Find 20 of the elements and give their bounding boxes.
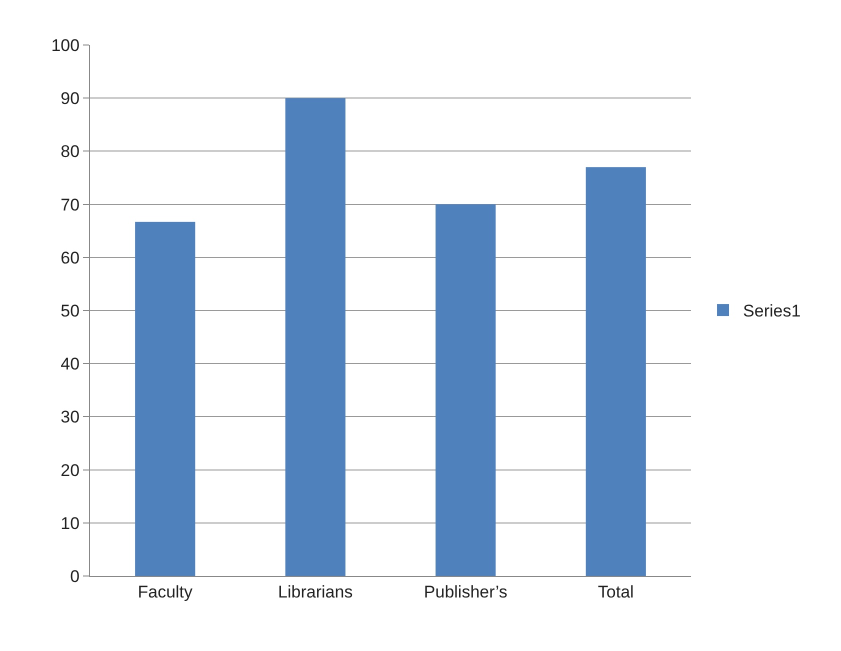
bar [436,204,496,576]
x-tick-label: Faculty [138,582,194,602]
y-tick-label: 10 [60,514,80,533]
x-tick-label: Librarians [278,582,353,602]
y-tick-label: 30 [60,408,80,427]
y-tick-label: 40 [60,354,80,374]
y-tick-label: 90 [60,89,80,108]
x-tick-label: Publisher’s [424,582,508,602]
legend-label: Series1 [743,302,801,321]
y-tick-label: 50 [60,301,80,320]
y-tick-label: 70 [60,195,80,214]
bar [586,167,646,576]
y-tick-label: 100 [51,36,80,55]
bar [135,222,196,576]
y-tick-label: 80 [60,142,80,162]
y-tick-label: 0 [70,566,80,586]
y-tick-label: 60 [60,248,80,268]
x-tick-label: Total [598,582,634,602]
bar [285,98,346,576]
y-tick-label: 20 [60,460,80,480]
